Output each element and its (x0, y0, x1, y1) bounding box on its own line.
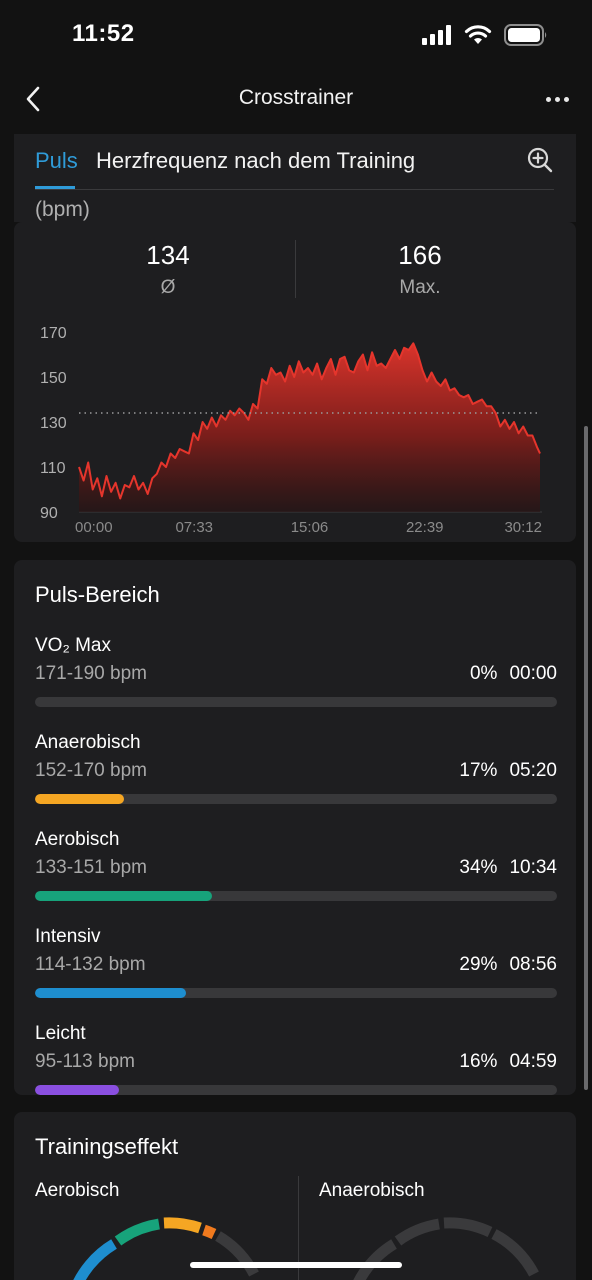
zone-range: 152-170 bpm (35, 760, 147, 781)
chart-tab-header: Puls Herzfrequenz nach dem Training (bpm… (14, 134, 576, 222)
heart-rate-chart-card: 134 Ø 166 Max. 170 150 130 110 90 00:00 07:33 1… (14, 222, 576, 542)
y-tick-label: 130 (40, 415, 67, 432)
heart-rate-area (79, 343, 540, 512)
max-heart-rate-label: Max. (399, 277, 441, 298)
zone-percent: 16% (459, 1051, 498, 1072)
more-icon-dot (563, 96, 569, 102)
signal-icon (422, 25, 451, 45)
zone-row: Intensiv 114-132 bpm 29% 08:56 (35, 926, 557, 1006)
zone-percent: 34% (459, 857, 498, 878)
zone-progress-fill (35, 1085, 119, 1095)
zone-row: VO₂ Max 171-190 bpm 0% 00:00 (35, 635, 557, 715)
avg-heart-rate: 134 Ø (28, 240, 308, 299)
stat-divider (295, 240, 296, 298)
battery-icon (504, 24, 547, 46)
y-tick-label: 90 (40, 505, 58, 522)
zone-percent: 29% (459, 954, 498, 975)
zone-percent: 0% (469, 663, 498, 684)
more-icon-dot (554, 96, 560, 102)
heart-rate-line (78, 342, 541, 500)
zone-progress-fill (35, 891, 213, 901)
aerobic-gauge (73, 1217, 259, 1280)
zone-progress-fill (35, 988, 187, 998)
scrollbar[interactable] (584, 426, 588, 1090)
x-tick-label: 22:39 (406, 519, 444, 536)
zone-time: 00:00 (509, 663, 557, 684)
zone-progress-track (35, 794, 557, 804)
tab-active-indicator (35, 186, 75, 189)
zone-time: 10:34 (509, 857, 557, 878)
tab-heart-rate-after-training[interactable]: Herzfrequenz nach dem Training (96, 148, 416, 173)
zone-stats: 17% 05:20 (459, 760, 557, 782)
zone-progress-track (35, 697, 557, 707)
anaerobic-gauge (353, 1217, 539, 1280)
heart-rate-chart[interactable]: 170 150 130 110 90 00:00 07:33 15:06 22:39 30:12 (14, 312, 576, 542)
zone-name: Intensiv (35, 926, 101, 947)
training-effect-title: Trainingseffekt (35, 1134, 179, 1159)
zone-stats: 16% 04:59 (459, 1051, 557, 1073)
x-tick-label: 30:12 (504, 519, 542, 536)
zoom-in-icon (527, 147, 553, 173)
y-tick-label: 150 (40, 370, 67, 387)
unit-label: (bpm) (35, 198, 90, 221)
page-title: Crosstrainer (238, 86, 354, 109)
status-icons (422, 24, 548, 46)
avg-heart-rate-value: 134 (146, 240, 190, 270)
zone-row: Anaerobisch 152-170 bpm 17% 05:20 (35, 732, 557, 812)
zones-title: Puls-Bereich (35, 582, 160, 607)
zone-percent: 17% (459, 760, 498, 781)
more-icon (545, 96, 551, 102)
zone-stats: 0% 00:00 (470, 663, 557, 685)
zone-time: 08:56 (509, 954, 557, 975)
zone-progress-track (35, 988, 557, 998)
zone-name: VO₂ Max (35, 635, 111, 656)
training-effect-card: Trainingseffekt Aerobisch Anaerobisch (14, 1112, 576, 1280)
tab-puls[interactable]: Puls (35, 148, 78, 173)
zone-progress-track (35, 1085, 557, 1095)
zone-range: 133-151 bpm (35, 857, 147, 878)
status-time: 11:52 (72, 20, 135, 47)
avg-heart-rate-label: Ø (160, 277, 176, 298)
max-heart-rate-value: 166 (398, 240, 442, 270)
training-effect-divider (298, 1176, 299, 1280)
status-bar: 11:52 (0, 0, 592, 70)
zone-stats: 29% 08:56 (459, 954, 557, 976)
heart-rate-zones-card: Puls-Bereich VO₂ Max 171-190 bpm 0% 00:00 An… (14, 560, 576, 1095)
chevron-left-icon (26, 86, 40, 112)
y-tick-label: 170 (40, 325, 67, 342)
x-tick-label: 15:06 (291, 519, 329, 536)
y-tick-label: 110 (40, 460, 66, 477)
zone-name: Leicht (35, 1023, 86, 1044)
tab-divider (35, 189, 554, 190)
more-options-button[interactable] (542, 86, 572, 112)
zone-time: 04:59 (509, 1051, 557, 1072)
x-tick-label: 00:00 (75, 519, 113, 536)
zone-stats: 34% 10:34 (459, 857, 557, 879)
zone-range: 95-113 bpm (35, 1051, 135, 1072)
max-heart-rate: 166 Max. (280, 240, 560, 299)
zone-range: 171-190 bpm (35, 663, 147, 684)
zoom-button[interactable] (526, 146, 554, 174)
zone-name: Anaerobisch (35, 732, 141, 753)
x-tick-label: 07:33 (175, 519, 213, 536)
zone-range: 114-132 bpm (35, 954, 146, 975)
zone-row: Leicht 95-113 bpm 16% 04:59 (35, 1023, 557, 1103)
home-indicator[interactable] (190, 1262, 402, 1268)
zone-progress-fill (35, 794, 124, 804)
zone-time: 05:20 (509, 760, 557, 781)
zone-progress-track (35, 891, 557, 901)
anaerobic-effect-label: Anaerobisch (319, 1180, 425, 1201)
wifi-icon (464, 25, 492, 44)
zone-name: Aerobisch (35, 829, 120, 850)
aerobic-effect-label: Aerobisch (35, 1180, 120, 1201)
back-button[interactable] (18, 84, 48, 114)
nav-bar: Crosstrainer (0, 72, 592, 128)
zone-row: Aerobisch 133-151 bpm 34% 10:34 (35, 829, 557, 909)
